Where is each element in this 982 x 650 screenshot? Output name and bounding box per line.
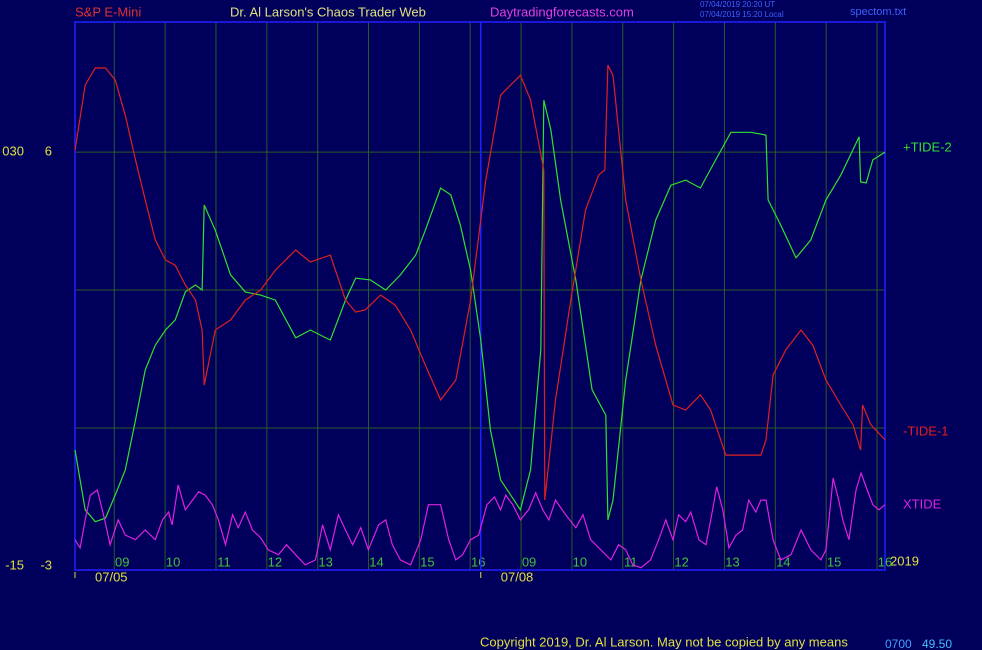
series-line [74,64,886,501]
site-title: Dr. Al Larson's Chaos Trader Web [230,4,426,19]
date-label: 07/05 [95,569,128,584]
series-label: XTIDE [903,496,942,511]
y-tick-label: 6 [45,144,52,159]
x-tick-label: 14 [369,554,383,569]
x-tick-label: 11 [217,554,231,569]
series-label: +TIDE-2 [903,139,952,154]
price: 49.50 [922,637,952,650]
symbol: S&P E-Mini [75,4,141,19]
x-tick-label: 12 [268,554,282,569]
time-local: 07/04/2019 15:20 Local [700,10,784,19]
x-tick-label: 16 [471,554,485,569]
plot-border [74,21,886,571]
x-tick-label: 09 [115,554,129,569]
x-tick-label: 10 [573,554,587,569]
date-label: 07/08 [501,569,534,584]
y2-tick-label: 030 [2,143,24,158]
file-name: spectom.txt [850,6,906,18]
x-tick-label: 15 [420,554,434,569]
copyright: Copyright 2019, Dr. Al Larson. May not b… [480,634,848,649]
year: 2019 [890,553,919,568]
site-url: Daytradingforecasts.com [490,4,634,19]
x-tick-label: 12 [674,554,688,569]
x-tick-label: 13 [318,554,332,569]
series-line [74,471,886,569]
y-tick-label: -3 [40,557,52,572]
time-ut: 07/04/2019 20:20 UT [700,0,775,9]
x-tick-label: 15 [827,554,841,569]
x-tick-label: 10 [166,554,180,569]
y2-tick-label: -15 [5,557,24,572]
x-tick-label: 13 [725,554,739,569]
series-label: -TIDE-1 [903,423,949,438]
code: 0700 [885,637,912,650]
x-tick-label: 09 [522,554,536,569]
